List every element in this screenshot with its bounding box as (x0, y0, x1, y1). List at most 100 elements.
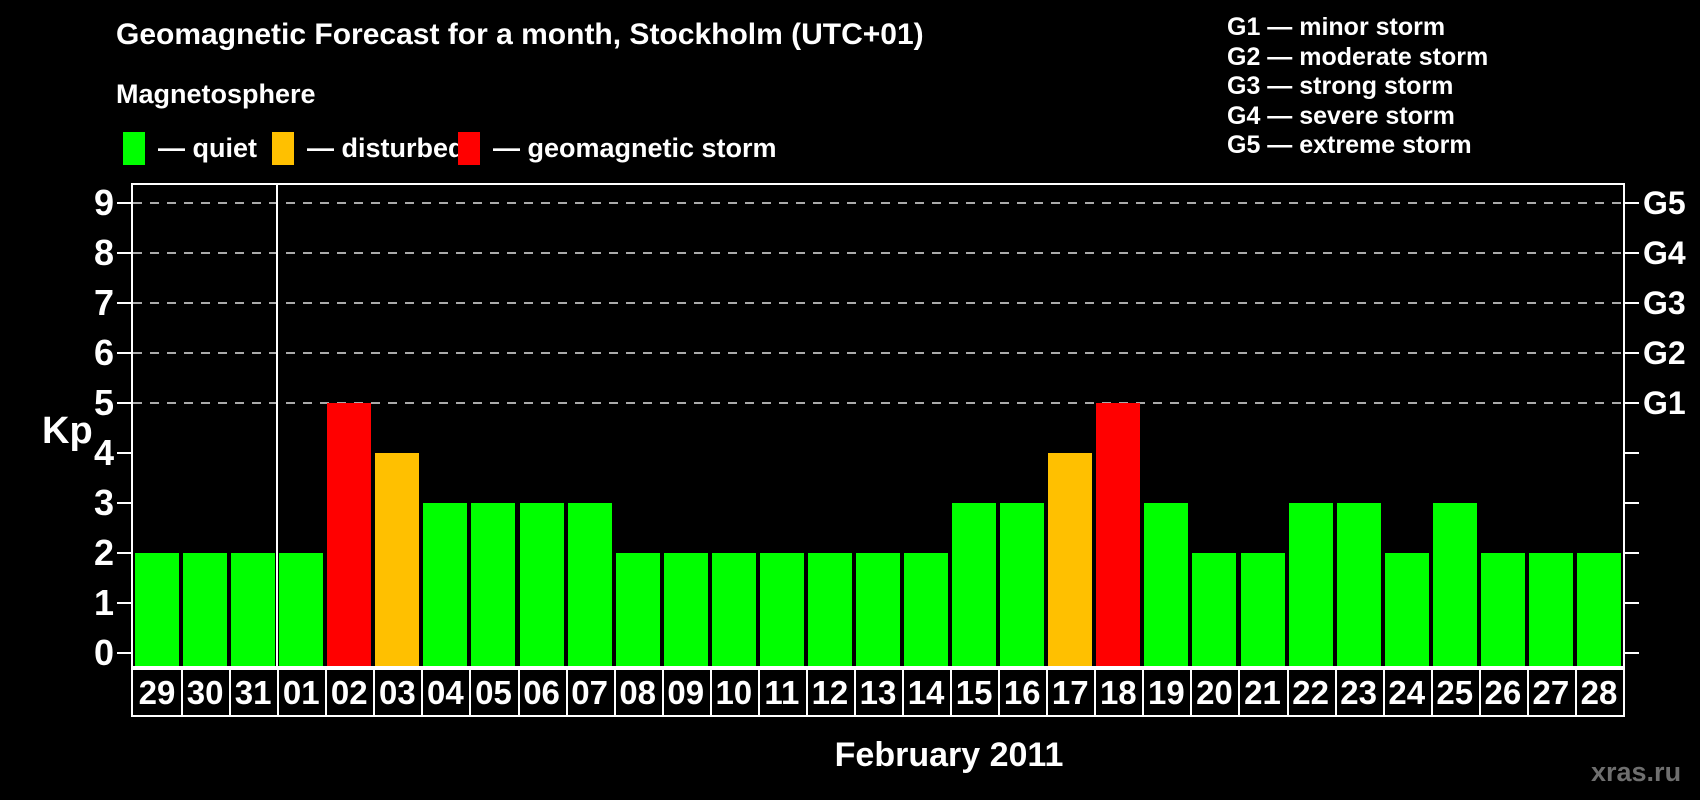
day-cell-19: 19 (1142, 670, 1193, 715)
bar-day-05 (471, 503, 516, 666)
y-tick-label-4: 4 (93, 432, 114, 473)
legend-item-disturbed: — disturbed (272, 130, 465, 166)
day-cell-25: 25 (1431, 670, 1481, 715)
bar-day-25 (1432, 503, 1477, 666)
bar-day-18 (1096, 403, 1141, 666)
bar-day-06 (519, 503, 564, 666)
legend-item-quiet: — quiet (123, 130, 257, 166)
y-tick-right-9 (1625, 202, 1639, 204)
day-cell-21: 21 (1238, 670, 1289, 715)
bar-day-22 (1288, 503, 1333, 666)
y-tick-label-8: 8 (93, 232, 114, 273)
y-tick-left-1 (117, 602, 131, 604)
bar-day-19 (1144, 503, 1189, 666)
y-tick-label-0: 0 (93, 632, 114, 673)
day-cell-03: 03 (373, 670, 424, 715)
day-cell-18: 18 (1094, 670, 1145, 715)
day-cell-05: 05 (469, 670, 520, 715)
day-cell-08: 08 (614, 670, 664, 715)
month-separator-line (276, 185, 279, 666)
gridline-kp5 (133, 402, 1623, 404)
bar-day-28 (1576, 553, 1621, 666)
y-tick-left-0 (117, 652, 131, 654)
bar-day-15 (952, 503, 997, 666)
legend-label-storm: — geomagnetic storm (493, 132, 777, 163)
g-level-label-G3: G3 (1643, 285, 1686, 321)
bar-day-17 (1048, 453, 1093, 666)
day-cell-07: 07 (566, 670, 616, 715)
day-cell-06: 06 (518, 670, 568, 715)
storm-scale-line: G3 — strong storm (1227, 72, 1454, 101)
legend-label-disturbed: — disturbed (307, 132, 465, 163)
bar-day-08 (615, 553, 660, 666)
legend-item-storm: — geomagnetic storm (458, 130, 777, 166)
bar-day-02 (327, 403, 372, 666)
bar-day-11 (759, 553, 804, 666)
bar-day-09 (663, 553, 708, 666)
bar-day-04 (423, 503, 468, 666)
x-axis-title: February 2011 (834, 736, 1064, 774)
day-cell-30: 30 (181, 670, 232, 715)
day-cell-04: 04 (421, 670, 472, 715)
y-tick-label-7: 7 (93, 282, 114, 323)
bar-day-30 (183, 553, 228, 666)
storm-scale-line: G4 — severe storm (1227, 101, 1455, 130)
magnetosphere-subtitle: Magnetosphere (116, 79, 316, 109)
day-cell-09: 09 (662, 670, 712, 715)
y-tick-left-2 (117, 552, 131, 554)
bar-day-24 (1384, 553, 1429, 666)
y-tick-right-1 (1625, 602, 1639, 604)
day-cell-23: 23 (1335, 670, 1385, 715)
y-tick-right-7 (1625, 302, 1639, 304)
g-level-label-G5: G5 (1643, 185, 1686, 221)
storm-scale-line: G2 — moderate storm (1227, 42, 1489, 71)
gridline-kp7 (133, 302, 1623, 304)
y-tick-right-6 (1625, 352, 1639, 354)
storm-scale-line: G5 — extreme storm (1227, 131, 1472, 160)
bar-day-20 (1192, 553, 1237, 666)
day-cell-29: 29 (133, 670, 184, 715)
y-tick-right-5 (1625, 402, 1639, 404)
storm-scale-legend: G1 — minor storm G2 — moderate storm G3 — … (1227, 13, 1488, 161)
day-cell-27: 27 (1527, 670, 1577, 715)
bar-day-14 (904, 553, 949, 666)
day-cell-02: 02 (325, 670, 376, 715)
y-tick-label-6: 6 (93, 332, 114, 373)
bar-day-12 (807, 553, 852, 666)
bar-day-16 (1000, 503, 1045, 666)
legend-label-quiet: — quiet (158, 132, 257, 163)
day-cell-31: 31 (229, 670, 280, 715)
y-tick-label-3: 3 (93, 482, 114, 523)
watermark: xras.ru (1591, 757, 1682, 787)
day-cell-17: 17 (1046, 670, 1097, 715)
g-level-label-G1: G1 (1643, 385, 1686, 421)
y-tick-label-9: 9 (93, 182, 114, 223)
day-cell-01: 01 (277, 670, 328, 715)
y-tick-right-3 (1625, 502, 1639, 504)
storm-scale-line: G1 — minor storm (1227, 13, 1446, 41)
day-cell-28: 28 (1580, 674, 1618, 711)
gridline-kp6 (133, 352, 1623, 354)
day-cell-16: 16 (998, 670, 1049, 715)
bar-day-27 (1528, 553, 1573, 666)
bar-day-07 (567, 503, 612, 666)
bar-day-26 (1480, 553, 1525, 666)
y-tick-right-0 (1625, 652, 1639, 654)
y-tick-left-4 (117, 452, 131, 454)
bar-day-31 (231, 553, 276, 666)
y-tick-right-8 (1625, 252, 1639, 254)
day-cell-12: 12 (806, 670, 856, 715)
y-tick-label-2: 2 (93, 532, 114, 573)
bar-day-03 (375, 453, 420, 666)
day-cell-10: 10 (710, 670, 760, 715)
x-axis-day-row: 29 30 31 01 02 03 04 05 06 07 08 09 10 11 12 13 14 15 16 17… (131, 668, 1625, 717)
day-cell-15: 15 (950, 670, 1001, 715)
storm-color-swatch (458, 131, 480, 165)
g-level-label-G2: G2 (1643, 335, 1686, 371)
day-cell-13: 13 (854, 670, 905, 715)
bar-day-29 (135, 553, 180, 666)
y-tick-right-2 (1625, 552, 1639, 554)
day-cell-24: 24 (1383, 670, 1433, 715)
bar-day-10 (711, 553, 756, 666)
